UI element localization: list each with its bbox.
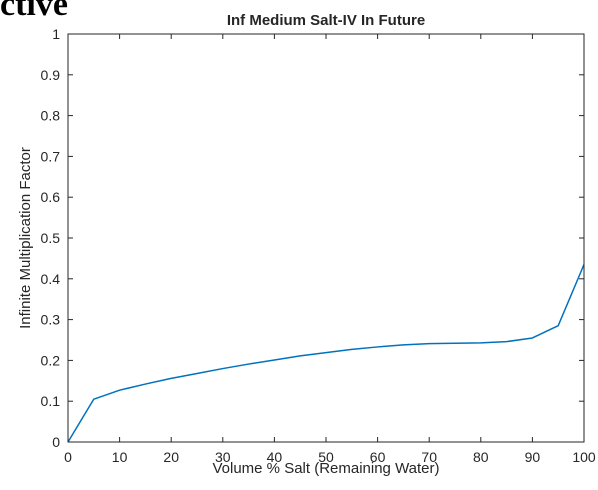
data-point: [403, 344, 404, 345]
y-axis-label: Infinite Multiplication Factor: [17, 147, 34, 329]
page-heading-fragment: ctive: [0, 0, 68, 23]
x-tick-label: 60: [370, 449, 386, 465]
data-point: [222, 368, 223, 369]
y-tick-label: 1: [52, 26, 60, 42]
data-point: [429, 343, 430, 344]
data-point: [377, 346, 378, 347]
y-tick-label: 0.4: [41, 271, 61, 287]
data-point: [196, 373, 197, 374]
data-point: [248, 363, 249, 364]
series-line: [67, 264, 585, 443]
data-point: [532, 337, 533, 338]
y-tick-label: 0.2: [41, 352, 61, 368]
x-tick-label: 50: [318, 449, 334, 465]
data-point: [93, 399, 94, 400]
x-tick-label: 70: [421, 449, 437, 465]
data-point: [274, 359, 275, 360]
y-tick-label: 0.3: [41, 312, 61, 328]
x-tick-label: 90: [525, 449, 541, 465]
x-tick-label: 80: [473, 449, 489, 465]
x-tick-label: 10: [112, 449, 128, 465]
y-tick-label: 0.8: [41, 108, 61, 124]
y-tick-label: 0.6: [41, 189, 61, 205]
y-tick-label: 0.9: [41, 67, 61, 83]
y-tick-label: 0.1: [41, 393, 61, 409]
x-axis-label: Volume % Salt (Remaining Water): [212, 460, 439, 477]
series-layer: [67, 264, 585, 443]
data-point: [558, 325, 559, 326]
axes-box: [67, 33, 585, 443]
data-point: [300, 355, 301, 356]
data-point: [171, 378, 172, 379]
data-point: [351, 349, 352, 350]
ticks-layer: 0 10 20 30 40 50 60 70 80 90 100 0 0.1 0.2 0.3 0.4 0.5 0.…: [41, 26, 596, 465]
x-tick-label: 0: [64, 449, 72, 465]
y-tick-label: 0: [52, 434, 60, 450]
data-point: [119, 390, 120, 391]
y-tick-label: 0.7: [41, 148, 61, 164]
y-tick-label: 0.5: [41, 230, 61, 246]
x-tick-label: 30: [215, 449, 231, 465]
data-point: [325, 352, 326, 353]
x-tick-label: 100: [572, 449, 596, 465]
data-point: [454, 343, 455, 344]
chart-title: Inf Medium Salt-IV In Future: [227, 12, 425, 29]
x-tick-label: 20: [163, 449, 179, 465]
data-point: [145, 383, 146, 384]
data-point: [506, 341, 507, 342]
x-tick-label: 40: [267, 449, 283, 465]
data-point: [480, 342, 481, 343]
plot-area: [68, 34, 584, 442]
